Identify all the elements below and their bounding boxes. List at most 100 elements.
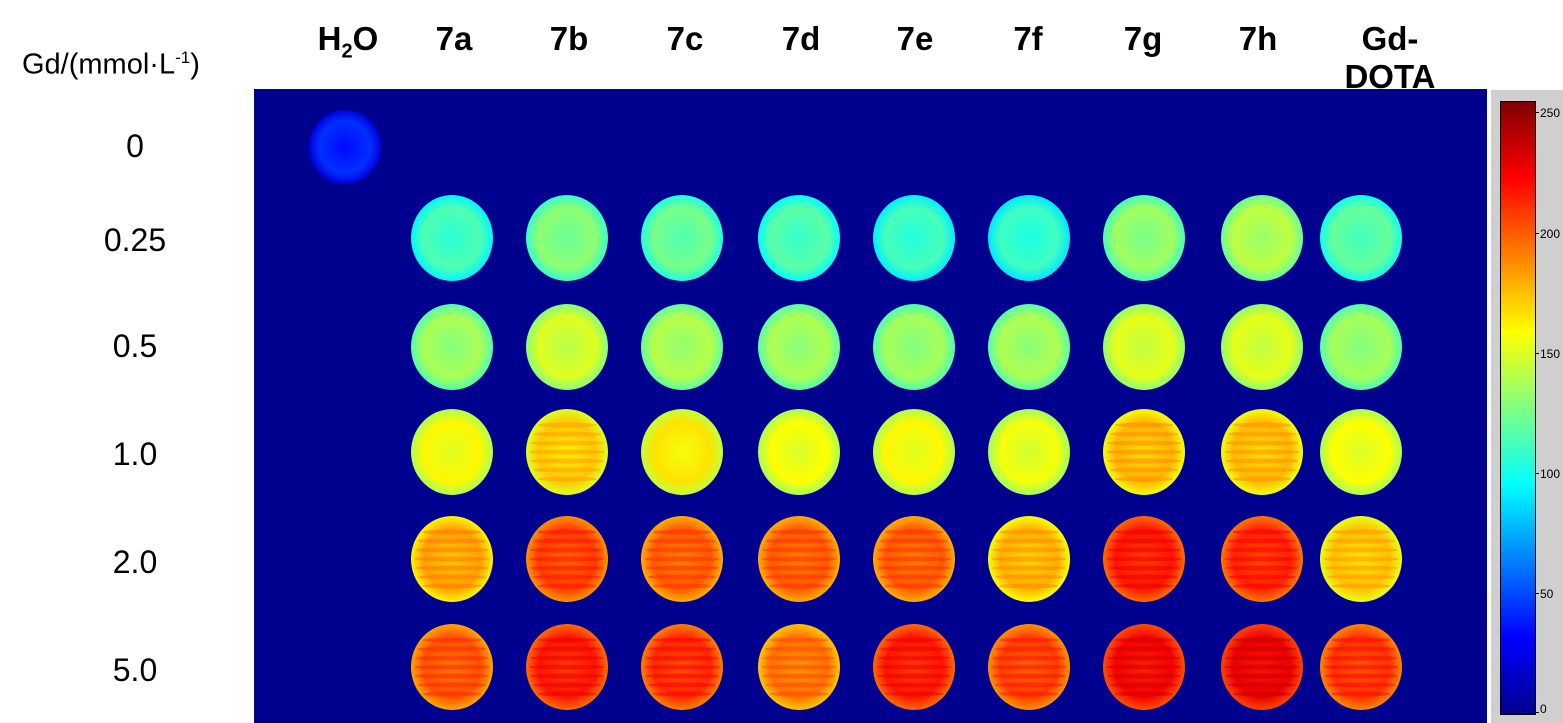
- phantom-well: [873, 409, 955, 495]
- phantom-well-band: [884, 691, 944, 697]
- column-header-7h: 7h: [1238, 20, 1278, 57]
- phantom-well-band: [879, 682, 949, 688]
- phantom-well-band: [422, 583, 482, 589]
- phantom-well-band: [532, 538, 602, 544]
- phantom-well-band: [1109, 646, 1179, 652]
- column-header-gd-dota: Gd-DOTA: [1344, 20, 1436, 95]
- phantom-well-band: [417, 682, 487, 688]
- phantom-well-band: [1232, 637, 1292, 643]
- column-header-7b: 7b: [549, 20, 589, 57]
- phantom-well-band: [1324, 565, 1398, 571]
- phantom-well-band: [1326, 646, 1396, 652]
- phantom-well: [1221, 304, 1303, 390]
- phantom-well-band: [647, 574, 717, 580]
- phantom-well-band: [992, 673, 1066, 679]
- phantom-well: [988, 304, 1070, 390]
- phantom-well-band: [877, 673, 951, 679]
- plate-background: [254, 89, 1487, 723]
- phantom-well-band: [1109, 467, 1179, 473]
- column-header-7d: 7d: [781, 20, 821, 57]
- phantom-well-band: [530, 565, 604, 571]
- phantom-well-band: [761, 664, 837, 670]
- phantom-well-band: [414, 664, 490, 670]
- phantom-well-band: [764, 682, 834, 688]
- phantom-well-band: [1225, 673, 1299, 679]
- phantom-well-band: [1107, 547, 1181, 553]
- phantom-well-band: [1227, 538, 1297, 544]
- phantom-well: [1221, 195, 1303, 281]
- phantom-well-band: [1331, 583, 1391, 589]
- phantom-well: [1320, 304, 1402, 390]
- phantom-well-band: [532, 431, 602, 437]
- phantom-well-band: [1109, 431, 1179, 437]
- phantom-well-band: [1227, 574, 1297, 580]
- concentration-axis-title: Gd/(mmol·L-1): [22, 48, 200, 81]
- phantom-well-band: [877, 565, 951, 571]
- phantom-well-band: [537, 691, 597, 697]
- phantom-well: [641, 409, 723, 495]
- row-label-0.25: 0.25: [103, 222, 167, 258]
- phantom-well-band: [415, 673, 489, 679]
- intensity-colorbar: [1500, 101, 1536, 715]
- phantom-well: [758, 304, 840, 390]
- column-header-h2o: H2O: [317, 20, 379, 63]
- phantom-well: [988, 195, 1070, 281]
- phantom-well-band: [532, 467, 602, 473]
- colorbar-tick-label-0: 0: [1540, 702, 1547, 716]
- phantom-well-band: [762, 565, 836, 571]
- phantom-well-band: [999, 583, 1059, 589]
- phantom-well-band: [415, 547, 489, 553]
- phantom-well-band: [537, 583, 597, 589]
- phantom-well-band: [530, 655, 604, 661]
- phantom-well-band: [1326, 682, 1396, 688]
- phantom-well-band: [414, 556, 490, 562]
- phantom-well-band: [769, 691, 829, 697]
- phantom-well-band: [652, 637, 712, 643]
- phantom-well-band: [1114, 422, 1174, 428]
- phantom-well-band: [879, 538, 949, 544]
- phantom-well: [641, 195, 723, 281]
- phantom-well-band: [1107, 655, 1181, 661]
- phantom-well-band: [1106, 664, 1182, 670]
- phantom-well-band: [529, 449, 605, 455]
- phantom-well: [411, 304, 493, 390]
- phantom-well-band: [647, 682, 717, 688]
- phantom-well-band: [762, 673, 836, 679]
- phantom-well-band: [529, 664, 605, 670]
- phantom-well-band: [1107, 458, 1181, 464]
- phantom-well-band: [1225, 565, 1299, 571]
- phantom-well-band: [537, 529, 597, 535]
- colorbar-tick: [1535, 712, 1539, 713]
- phantom-well-band: [417, 538, 487, 544]
- phantom-well-band: [1232, 422, 1292, 428]
- phantom-well-band: [884, 529, 944, 535]
- phantom-well-band: [1114, 583, 1174, 589]
- phantom-well-band: [994, 646, 1064, 652]
- phantom-well-band: [1224, 664, 1300, 670]
- phantom-well-band: [1109, 574, 1179, 580]
- phantom-well-band: [1107, 673, 1181, 679]
- phantom-well-band: [530, 440, 604, 446]
- column-header-7a: 7a: [435, 20, 473, 57]
- phantom-well-band: [530, 673, 604, 679]
- phantom-well-band: [530, 458, 604, 464]
- phantom-well-band: [1225, 655, 1299, 661]
- phantom-well-band: [645, 547, 719, 553]
- phantom-well-band: [529, 556, 605, 562]
- phantom-well-band: [764, 538, 834, 544]
- column-header-7e: 7e: [896, 20, 934, 57]
- colorbar-tick: [1535, 233, 1539, 234]
- phantom-well-band: [1225, 547, 1299, 553]
- phantom-well-band: [1225, 458, 1299, 464]
- phantom-well-band: [1225, 440, 1299, 446]
- phantom-well-band: [1224, 449, 1300, 455]
- phantom-well-band: [879, 646, 949, 652]
- phantom-well-band: [1114, 637, 1174, 643]
- phantom-well-band: [652, 691, 712, 697]
- phantom-well-band: [647, 646, 717, 652]
- phantom-well-band: [422, 637, 482, 643]
- phantom-well-band: [991, 664, 1067, 670]
- colorbar-tick-label-50: 50: [1540, 587, 1554, 601]
- phantom-well: [988, 409, 1070, 495]
- phantom-well-band: [1114, 476, 1174, 482]
